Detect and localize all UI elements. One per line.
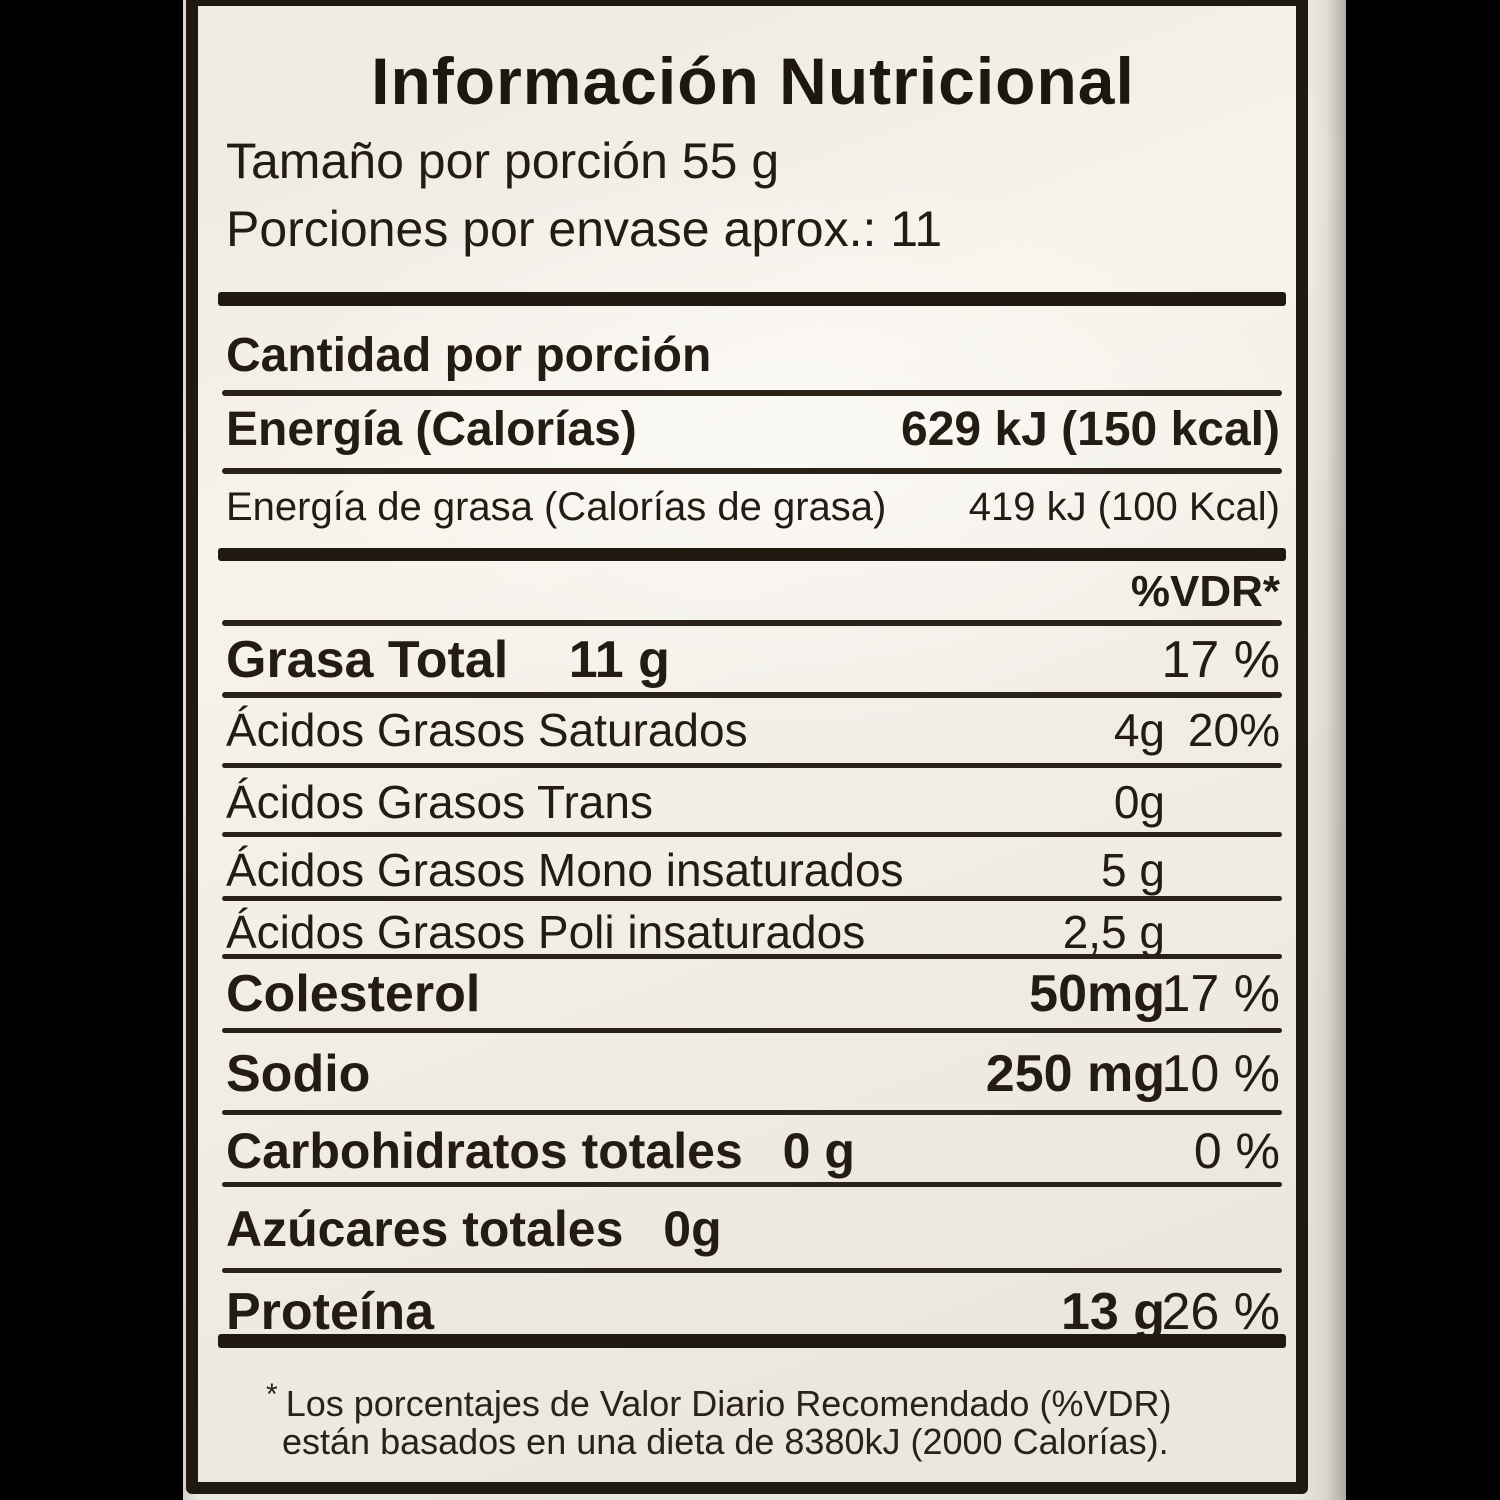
nutrient-pct: 17 % [1161,631,1280,689]
fat-energy-row: Energía de grasa (Calorías de grasa) 419… [226,485,1280,529]
nutrient-amount: 2,5 g [1062,906,1165,958]
nutrient-name: Ácidos Grasos Mono insaturados [226,844,904,896]
energy-row: Energía (Calorías) 629 kJ (150 kcal) [226,404,1280,456]
nutrient-pct: 10 % [1161,1045,1280,1103]
nutrient-row-proteina: Proteína 13 g 26 % [226,1284,1280,1340]
energy-name: Energía (Calorías) [226,403,637,456]
separator-line [222,832,1282,837]
nutrient-name: Ácidos Grasos Saturados [226,704,748,756]
nutrient-amount: 5 g [1101,844,1165,896]
servings-per-container: Porciones por envase aprox.: 11 [226,201,943,257]
package-surface: Información Nutricional Tamaño por porci… [183,0,1346,1500]
nutrient-pct: 26 % [1161,1283,1280,1341]
section-bar [218,1334,1286,1348]
nutrient-amount: 250 mg [985,1045,1165,1103]
nutrient-amount: 50mg [1029,965,1165,1023]
nutrient-pct: 17 % [1161,965,1280,1023]
nutrient-row-colesterol: Colesterol 50mg 17 % [226,966,1280,1022]
nutrient-pct: 0 % [1193,1123,1280,1179]
vdr-column-header: %VDR* [1130,567,1280,616]
nutrient-name: Carbohidratos totales [226,1123,743,1179]
nutrient-name: Grasa Total [226,631,509,689]
nutrient-name: Proteína [226,1283,435,1341]
nutrient-row-saturados: Ácidos Grasos Saturados 4g 20% [226,704,1280,756]
fat-energy-name: Energía de grasa (Calorías de grasa) [226,485,887,529]
footnote-asterisk: * [266,1378,278,1411]
separator-line [222,390,1282,396]
separator-line [222,1182,1282,1187]
nutrient-amount: 4g [1113,704,1165,756]
separator-line [222,692,1282,698]
energy-value: 629 kJ (150 kcal) [901,403,1280,456]
nutrient-amount: 0 g [782,1123,855,1179]
section-bar [218,548,1286,561]
serving-size: Tamaño por porción 55 g [226,133,780,189]
fat-energy-value: 419 kJ (100 Kcal) [968,485,1280,529]
nutrient-name: Azúcares totales [226,1201,624,1257]
separator-line [222,1028,1282,1033]
nutrient-row-azucares: Azúcares totales 0g [226,1202,1280,1256]
nutrient-amount: 0g [1113,776,1165,828]
nutrient-row-trans: Ácidos Grasos Trans 0g [226,776,1280,828]
nutrient-name: Ácidos Grasos Trans [226,776,653,828]
label-title: Información Nutricional [371,44,1135,118]
amount-per-serving-header: Cantidad por porción [226,329,712,382]
separator-line [222,1268,1282,1273]
nutrient-amount: 11 g [568,631,670,689]
nutrient-amount: 13 g [1060,1283,1165,1341]
separator-line [222,468,1282,474]
nutrient-amount: 0g [663,1201,722,1257]
separator-line [222,1110,1282,1115]
nutrient-name: Colesterol [226,965,481,1023]
nutrient-name: Ácidos Grasos Poli insaturados [226,906,866,958]
nutrient-pct: 20% [1187,704,1280,756]
footnote-line-2: están basados en una dieta de 8380kJ (20… [282,1421,1169,1462]
separator-line [222,620,1282,626]
nutrient-row-carbohidratos: Carbohidratos totales 0 g 0 % [226,1124,1280,1178]
section-bar [218,292,1286,306]
nutrient-row-grasa-total: Grasa Total 11 g 17 % [226,632,1280,688]
nutrient-name: Sodio [226,1045,371,1103]
footnote-line-1: * Los porcentajes de Valor Diario Recomen… [266,1378,1172,1424]
nutrient-row-poli-insaturados: Ácidos Grasos Poli insaturados 2,5 g [226,906,1280,958]
nutrition-label: Información Nutricional Tamaño por porci… [186,0,1308,1494]
nutrient-row-mono-insaturados: Ácidos Grasos Mono insaturados 5 g [226,844,1280,896]
separator-line [222,896,1282,901]
separator-line [222,954,1282,959]
nutrient-row-sodio: Sodio 250 mg 10 % [226,1046,1280,1102]
separator-line [222,763,1282,768]
